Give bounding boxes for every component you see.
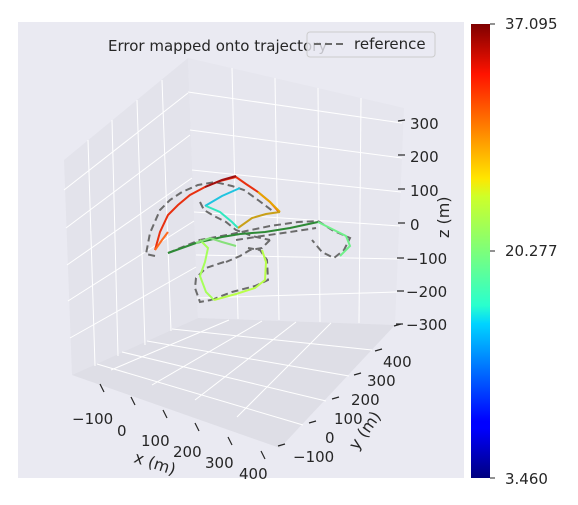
grid-line: [317, 87, 321, 323]
reference-path: [144, 180, 275, 257]
grid-line: [189, 129, 403, 159]
grid-line: [96, 363, 304, 426]
y-tick-label: −100: [293, 448, 334, 466]
y-tick-label: 0: [325, 429, 335, 447]
grid-line: [231, 67, 239, 320]
grid-line: [87, 139, 96, 367]
grid-line: [358, 97, 362, 324]
reference-path: [235, 227, 317, 241]
tick-mark: [308, 420, 317, 424]
grid-line: [194, 321, 297, 401]
colorbar-mid-label: 20.277: [505, 242, 558, 260]
chart-title: Error mapped onto trajectory: [108, 37, 327, 55]
grid-line: [121, 351, 327, 402]
tick-mark: [99, 383, 105, 393]
colorbar-gradient: [471, 24, 490, 478]
z-tick-label: 100: [410, 182, 439, 200]
z-tick-label: −200: [406, 283, 447, 301]
grid-line: [69, 266, 197, 339]
grid-line: [274, 77, 280, 321]
x-tick-label: 400: [239, 465, 268, 483]
trajectory-segment: [167, 233, 241, 254]
z-tick-label: 200: [410, 148, 439, 166]
trajectory-segment: [317, 221, 352, 257]
x-tick-label: −100: [72, 410, 113, 428]
y-tick-label: 200: [351, 391, 380, 409]
reference-path: [199, 201, 271, 241]
x-tick-label: 0: [117, 422, 127, 440]
grid-line: [161, 79, 172, 332]
tick-mark: [397, 119, 406, 122]
floor-pane: [72, 318, 395, 448]
trajectory-segment: [195, 236, 237, 247]
tick-mark: [227, 436, 233, 446]
trajectory-segment: [237, 211, 281, 229]
grid-line: [151, 320, 263, 386]
legend: reference: [306, 31, 436, 58]
grid-line: [66, 177, 193, 266]
tick-mark: [194, 422, 200, 432]
tick-mark: [331, 396, 340, 400]
colorbar: 37.095 20.277 3.460: [471, 15, 558, 488]
grid-lines: [63, 67, 403, 426]
grid-line: [111, 119, 119, 357]
grid-line: [195, 254, 400, 260]
grid-line: [236, 322, 332, 418]
grid-line: [187, 91, 403, 124]
reference-path: [167, 220, 319, 254]
x-tick-label: 100: [141, 432, 170, 450]
reference-path: [210, 247, 270, 301]
grid-line: [63, 92, 189, 191]
legend-reference-label: reference: [354, 35, 426, 53]
tick-mark: [162, 409, 168, 419]
trajectory-segment: [154, 231, 169, 251]
z-tick-label: 0: [410, 216, 420, 234]
y-tick-label: 100: [334, 410, 363, 428]
grid-line: [196, 291, 398, 299]
trajectory-segment: [204, 175, 237, 188]
reference-trajectory: [144, 180, 352, 304]
colorbar-min-label: 3.460: [505, 470, 548, 488]
trajectory-segment: [198, 239, 215, 301]
grid-line: [136, 99, 146, 346]
grid-line: [171, 328, 373, 351]
tick-mark: [260, 450, 266, 460]
reference-path: [193, 261, 225, 304]
y-tick-label: 300: [367, 372, 396, 390]
tick-mark: [130, 396, 136, 406]
z-tick-label: −300: [406, 316, 447, 334]
grid-line: [110, 319, 230, 371]
grid-line: [191, 169, 402, 193]
trajectory-segment: [205, 205, 239, 229]
z-axis-label: z (m): [434, 196, 453, 238]
colorbar-max-label: 37.095: [505, 15, 558, 33]
grid-line: [67, 220, 195, 302]
trajectory-segment: [213, 249, 268, 301]
tick-mark: [353, 372, 362, 376]
z-tick-label: 300: [410, 115, 439, 133]
grid-line: [193, 211, 401, 227]
x-tick-label: 300: [205, 454, 234, 472]
trajectory-segment: [204, 187, 241, 207]
estimated-trajectory: [154, 175, 352, 301]
tick-mark: [277, 443, 286, 447]
trajectory-segment: [257, 191, 281, 213]
reference-path: [225, 239, 271, 263]
grid-line: [65, 134, 191, 229]
x-tick-label: 200: [173, 443, 202, 461]
z-tick-label: −100: [406, 250, 447, 268]
trajectory-segment: [239, 221, 319, 235]
tick-marks: [99, 119, 406, 460]
y-tick-label: 400: [383, 353, 412, 371]
tick-mark: [374, 348, 383, 352]
legend-box: [306, 31, 436, 58]
